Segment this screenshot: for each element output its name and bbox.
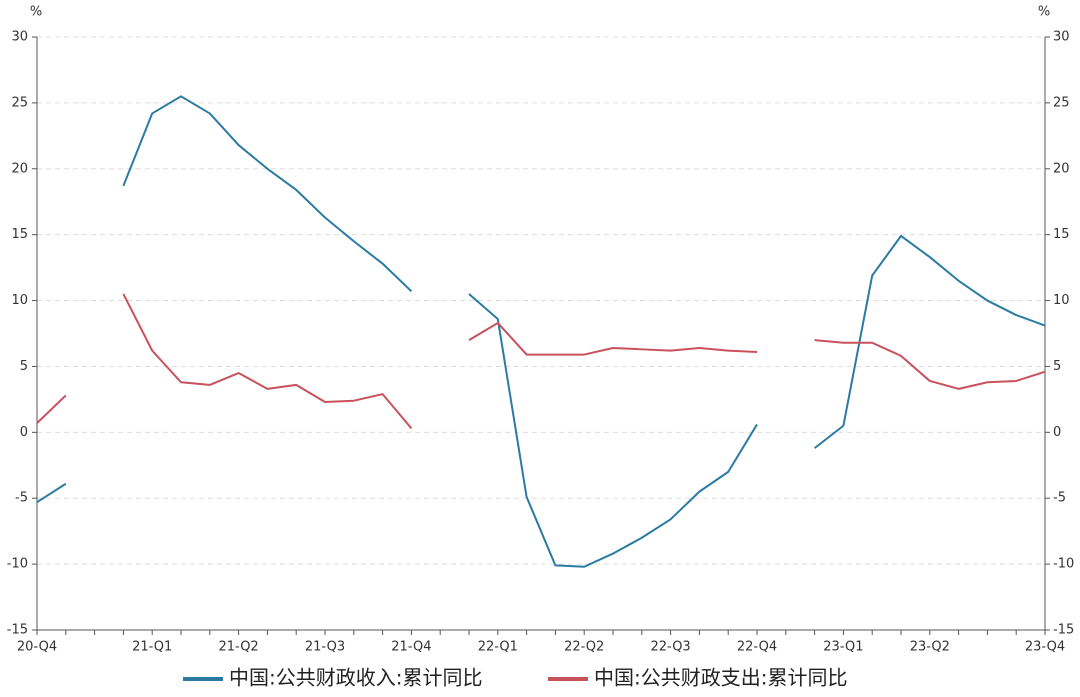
y-tick-label: 30 [11, 30, 28, 45]
y2-tick-label: 15 [1053, 227, 1070, 242]
y-tick-label: -15 [7, 623, 28, 638]
line-series [36, 95, 1046, 568]
y-tick-label: -5 [15, 491, 28, 506]
x-tick-label: 22-Q1 [478, 640, 518, 655]
line-series [36, 293, 1046, 430]
y2-unit: % [1038, 5, 1050, 20]
x-tick-label: 23-Q1 [823, 640, 863, 655]
x-tick-label: 22-Q2 [564, 640, 604, 655]
y2-tick-label: 10 [1053, 293, 1070, 308]
x-tick-label: 22-Q3 [650, 640, 690, 655]
y-tick-label: 25 [11, 95, 28, 110]
y2-tick-label: 25 [1053, 95, 1070, 110]
y-tick-label: 20 [11, 161, 28, 176]
y2-tick-label: -5 [1053, 491, 1066, 506]
x-tick-label: 23-Q2 [910, 640, 950, 655]
legend-label: 中国:公共财政支出:累计同比 [594, 666, 847, 690]
x-tick-label: 20-Q4 [17, 640, 57, 655]
y2-tick-label: 30 [1053, 30, 1070, 45]
y2-tick-label: -15 [1053, 623, 1074, 638]
y-tick-label: -10 [7, 557, 28, 572]
x-tick-label: 21-Q3 [305, 640, 345, 655]
y-unit: % [30, 5, 42, 20]
y2-tick-label: 0 [1053, 425, 1061, 440]
y-tick-label: 0 [20, 425, 28, 440]
x-tick-label: 21-Q4 [391, 640, 431, 655]
y-tick-label: 15 [11, 227, 28, 242]
legend-label: 中国:公共财政收入:累计同比 [229, 666, 482, 690]
x-tick-label: 22-Q4 [737, 640, 777, 655]
y2-tick-label: -10 [1053, 557, 1074, 572]
x-tick-label: 23-Q4 [1025, 640, 1065, 655]
y-tick-label: 5 [20, 359, 28, 374]
y2-tick-label: 20 [1053, 161, 1070, 176]
x-tick-label: 21-Q1 [132, 640, 172, 655]
y2-tick-label: 5 [1053, 359, 1061, 374]
y-tick-label: 10 [11, 293, 28, 308]
x-tick-label: 21-Q2 [218, 640, 258, 655]
